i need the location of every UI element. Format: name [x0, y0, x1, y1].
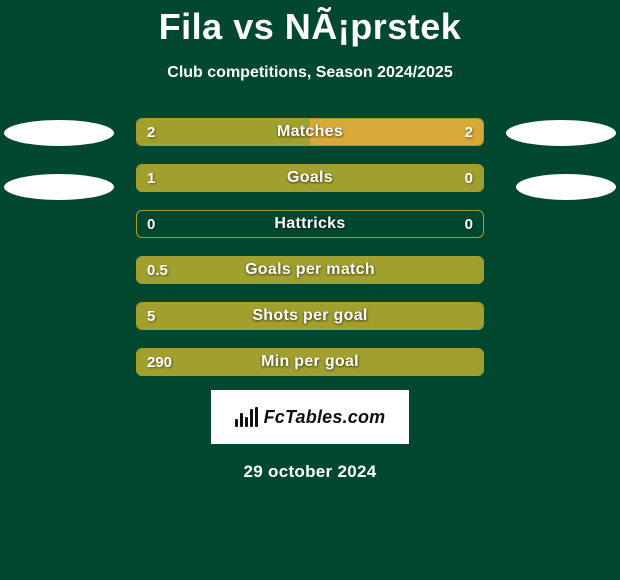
bar-value-left: 5: [147, 303, 155, 329]
player-oval: [4, 174, 114, 200]
bar-value-right: 2: [465, 119, 473, 145]
stat-bar: Hattricks0 0: [136, 210, 484, 238]
comparison-row: Matches22Goals10Hattricks00Goals per mat…: [0, 118, 620, 376]
bar-label: Min per goal: [137, 349, 483, 375]
left-ovals-col: [4, 118, 114, 200]
player-oval: [516, 174, 616, 200]
bar-value-right: 0: [465, 165, 473, 191]
bar-value-left: 290: [147, 349, 172, 375]
page-title: Fila vs NÃ¡prstek: [0, 0, 620, 48]
bar-label: Shots per goal: [137, 303, 483, 329]
bar-label: Matches: [137, 119, 483, 145]
bar-label: Hattricks: [137, 211, 483, 237]
player-oval: [4, 120, 114, 146]
logo-box: FcTables.com: [211, 390, 409, 444]
stat-bars: Matches22Goals10Hattricks00Goals per mat…: [136, 118, 484, 376]
bar-value-left: 2: [147, 119, 155, 145]
stat-bar: Matches2 2: [136, 118, 484, 146]
bar-value-left: 1: [147, 165, 155, 191]
right-ovals-col: [506, 118, 616, 200]
date-label: 29 october 2024: [0, 462, 620, 482]
logo-text: FcTables.com: [264, 407, 386, 428]
stat-bar: Min per goal290: [136, 348, 484, 376]
stat-bar: Goals1 0: [136, 164, 484, 192]
bar-value-right: 0: [465, 211, 473, 237]
bar-value-left: 0.5: [147, 257, 168, 283]
stat-bar: Goals per match0.5: [136, 256, 484, 284]
barchart-icon: [235, 407, 258, 427]
page-subtitle: Club competitions, Season 2024/2025: [0, 64, 620, 82]
bar-label: Goals: [137, 165, 483, 191]
bar-label: Goals per match: [137, 257, 483, 283]
bar-value-left: 0: [147, 211, 155, 237]
stat-bar: Shots per goal5: [136, 302, 484, 330]
player-oval: [506, 120, 616, 146]
